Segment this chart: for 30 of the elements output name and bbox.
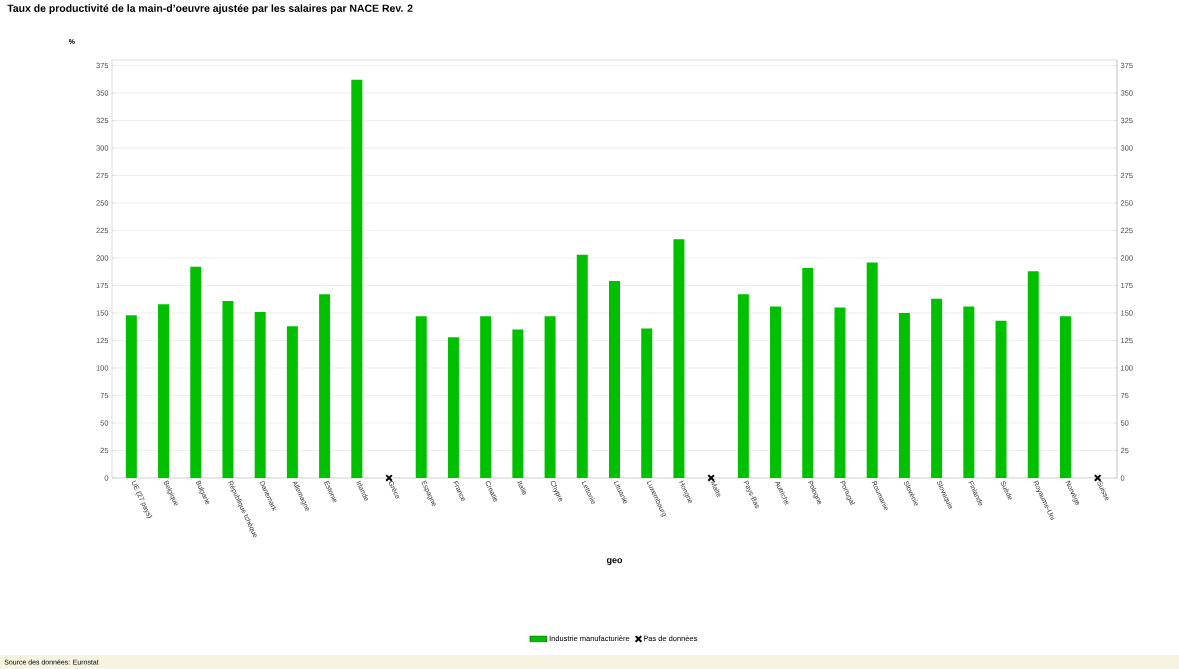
bar [641, 328, 653, 478]
bar [512, 329, 524, 478]
bar [415, 316, 427, 478]
bar [158, 304, 170, 478]
bar [125, 315, 137, 478]
bar [834, 307, 846, 478]
bar [963, 306, 975, 478]
bar [931, 298, 943, 478]
bar [995, 320, 1007, 478]
chart-title: Taux de productivité de la main-d’oeuvre ajustée par les salaires par NACE Rev. 2 [7, 4, 413, 15]
bar [1059, 316, 1071, 478]
bar [480, 316, 492, 478]
bar [222, 300, 234, 478]
bar [286, 326, 298, 478]
bar [447, 337, 459, 478]
bar [190, 266, 202, 478]
bar [254, 311, 266, 478]
bar [673, 239, 685, 478]
bar [866, 262, 878, 478]
bar [770, 306, 782, 478]
bar [351, 79, 363, 478]
bar [802, 267, 814, 478]
bar [544, 316, 556, 478]
x-axis-title: geo [606, 558, 623, 565]
bar [898, 312, 910, 478]
bar [319, 294, 331, 478]
bar [576, 254, 588, 478]
bar [609, 281, 620, 478]
bar [1027, 271, 1039, 478]
bar [737, 294, 749, 478]
